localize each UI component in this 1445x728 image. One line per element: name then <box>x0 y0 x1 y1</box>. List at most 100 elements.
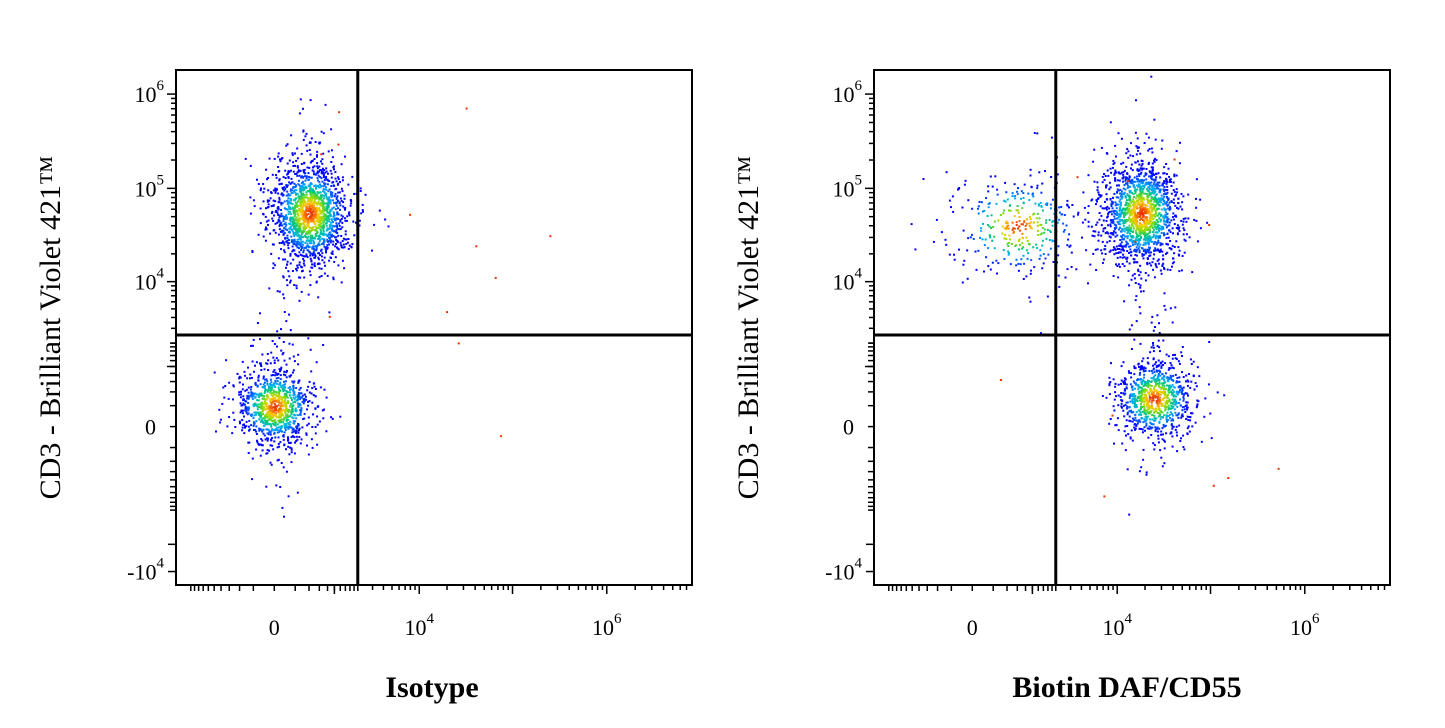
event-dot <box>264 382 266 384</box>
event-dot <box>1034 132 1036 134</box>
event-dot <box>1148 220 1150 222</box>
event-dot <box>1124 189 1126 191</box>
event-dot <box>1136 169 1138 171</box>
event-dot <box>298 238 300 240</box>
event-dot <box>976 269 978 271</box>
event-dot <box>312 193 314 195</box>
event-dot <box>1171 364 1173 366</box>
event-dot <box>1062 223 1064 225</box>
event-dot <box>303 162 305 164</box>
event-dot <box>290 236 292 238</box>
event-dot <box>1145 174 1147 176</box>
event-dot <box>1157 435 1159 437</box>
event-dot <box>337 248 339 250</box>
event-dot <box>1125 244 1127 246</box>
event-dot <box>260 421 262 423</box>
event-dot <box>1053 261 1055 263</box>
event-dot <box>1010 263 1012 265</box>
event-dot <box>1115 395 1117 397</box>
event-dot <box>348 248 350 250</box>
event-dot <box>1167 208 1169 210</box>
event-dot <box>344 220 346 222</box>
event-dot <box>328 207 330 209</box>
event-dot <box>313 253 315 255</box>
event-dot <box>323 262 325 264</box>
event-dot <box>1167 199 1169 201</box>
event-dot <box>311 205 313 207</box>
event-dot <box>1133 196 1135 198</box>
event-dot <box>1173 219 1175 221</box>
event-dot <box>308 454 310 456</box>
event-dot <box>1169 417 1171 419</box>
event-dot <box>1017 205 1019 207</box>
event-dot <box>1094 235 1096 237</box>
event-dot <box>1170 248 1172 250</box>
event-dot <box>272 371 274 373</box>
event-dot <box>1160 249 1162 251</box>
event-dot <box>1158 230 1160 232</box>
event-dot <box>302 206 304 208</box>
event-dot <box>285 393 287 395</box>
event-dot <box>1136 153 1138 155</box>
event-dot <box>1136 220 1138 222</box>
event-dot <box>1115 249 1117 251</box>
event-dot <box>274 403 276 405</box>
event-dot <box>1156 314 1158 316</box>
event-dot <box>1201 441 1203 443</box>
event-dot <box>1130 219 1132 221</box>
event-dot <box>311 267 313 269</box>
event-dot <box>1141 213 1143 215</box>
event-dot <box>1122 392 1124 394</box>
event-dot <box>287 197 289 199</box>
event-dot <box>271 428 273 430</box>
event-dot <box>1009 238 1011 240</box>
event-dot <box>255 393 257 395</box>
event-dot <box>1174 354 1176 356</box>
event-dot <box>911 223 913 225</box>
event-dot <box>310 349 312 351</box>
event-dot <box>321 163 323 165</box>
event-dot <box>282 353 284 355</box>
event-dot <box>1132 155 1134 157</box>
event-dot <box>331 252 333 254</box>
event-dot <box>301 392 303 394</box>
event-dot <box>286 391 288 393</box>
event-dot <box>296 399 298 401</box>
event-dot <box>1037 213 1039 215</box>
event-dot <box>302 188 304 190</box>
event-dot <box>290 213 292 215</box>
event-dot <box>225 359 227 361</box>
event-dot <box>1155 198 1157 200</box>
event-dot <box>322 206 324 208</box>
event-dot <box>1138 175 1140 177</box>
event-dot <box>282 293 284 295</box>
event-dot <box>274 362 276 364</box>
event-dot <box>1185 418 1187 420</box>
event-dot <box>347 242 349 244</box>
event-dot <box>292 372 294 374</box>
event-dot <box>294 452 296 454</box>
event-dot <box>320 160 322 162</box>
event-dot <box>1116 213 1118 215</box>
event-dot <box>1143 225 1145 227</box>
event-dot <box>293 436 295 438</box>
event-dot <box>1091 199 1093 201</box>
event-dot <box>298 255 300 257</box>
event-dot <box>244 371 246 373</box>
event-dot <box>1145 183 1147 185</box>
event-dot <box>1111 213 1113 215</box>
event-dot <box>362 204 364 206</box>
event-dot <box>299 398 301 400</box>
event-dot <box>285 448 287 450</box>
event-dot <box>1151 173 1153 175</box>
event-dot <box>301 185 303 187</box>
event-dot <box>329 316 331 318</box>
event-dot <box>1017 193 1019 195</box>
event-dot <box>292 154 294 156</box>
event-dot <box>313 202 315 204</box>
event-dot <box>1149 426 1151 428</box>
event-dot <box>253 371 255 373</box>
event-dot <box>275 425 277 427</box>
event-dot <box>275 174 277 176</box>
event-dot <box>1177 233 1179 235</box>
